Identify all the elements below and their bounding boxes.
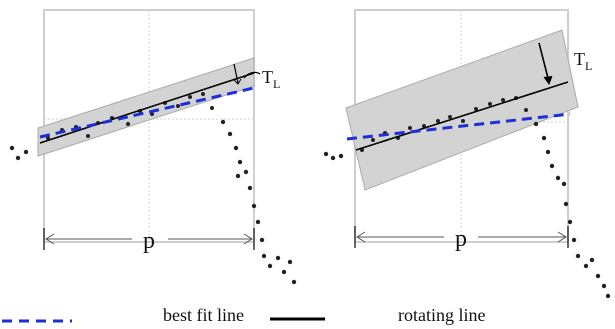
right-best-fit-line xyxy=(346,112,571,141)
left-width-dimension xyxy=(43,228,255,250)
right-threshold-label: TL xyxy=(574,49,592,73)
rotating-legend-label: rotating line xyxy=(398,305,485,325)
best-fit-legend-label: best fit line xyxy=(163,305,244,325)
right-panel: TL p xyxy=(323,9,611,299)
right-rotating-line xyxy=(355,81,569,151)
left-width-label: p xyxy=(143,228,155,254)
right-points xyxy=(323,96,611,299)
left-threshold-band xyxy=(37,57,255,157)
legend: best fit line rotating line xyxy=(2,305,485,325)
left-threshold-label: TL xyxy=(262,67,280,91)
right-threshold-band xyxy=(345,29,579,191)
left-best-fit-line xyxy=(39,86,255,139)
left-rotating-line xyxy=(39,72,255,144)
left-panel: TL p xyxy=(9,9,297,285)
left-threshold-arrow xyxy=(233,63,261,85)
right-width-label: p xyxy=(455,226,467,252)
right-threshold-arrow xyxy=(538,42,553,86)
right-width-dimension xyxy=(354,226,569,248)
